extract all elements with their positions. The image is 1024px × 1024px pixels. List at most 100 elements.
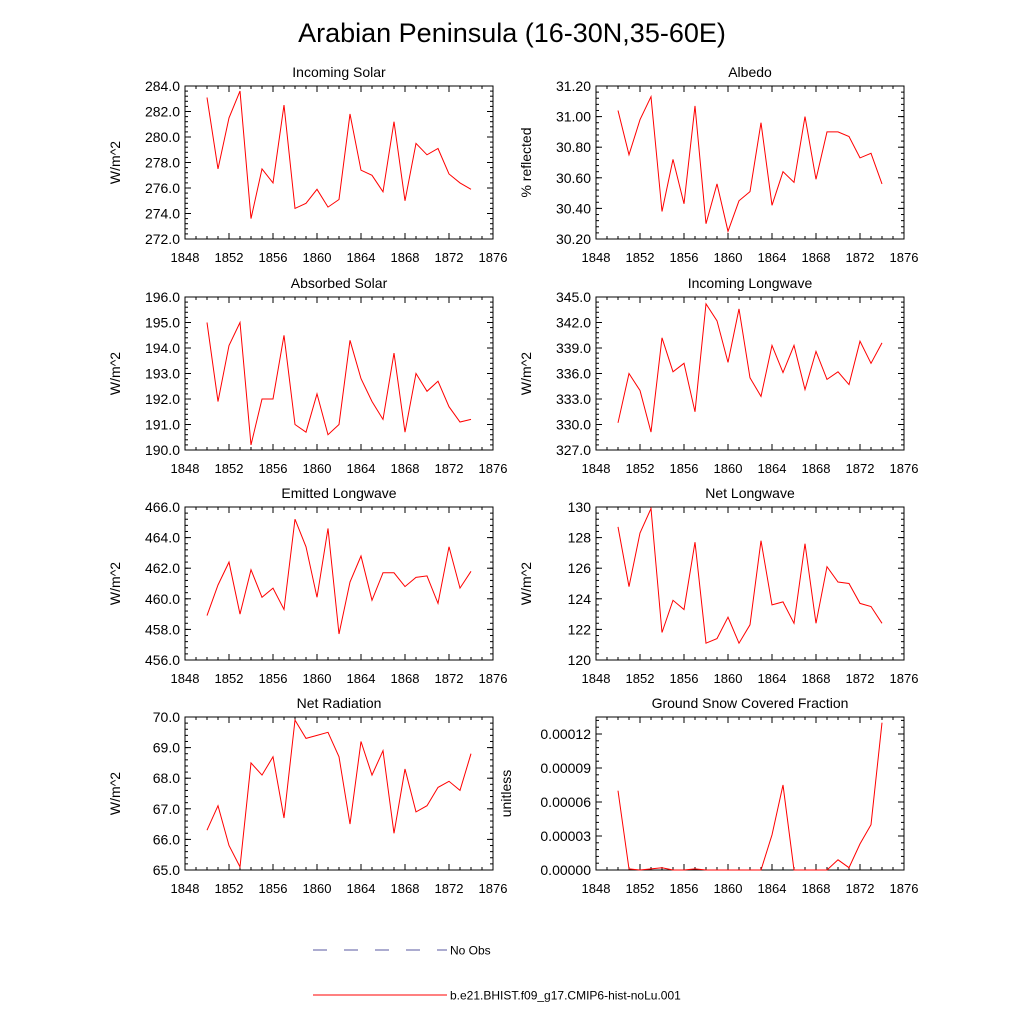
panel-net-radiation: Net Radiation 1848 1852 1856 1860 1864 1868 187… <box>107 695 507 896</box>
y-tick-label: 30.80 <box>556 139 591 155</box>
y-tick-label: 194.0 <box>145 340 180 356</box>
x-tick-label: 1872 <box>435 881 464 896</box>
plot-frame <box>595 296 905 451</box>
x-tick-label: 1848 <box>171 461 200 476</box>
x-tick-label: 1872 <box>846 881 875 896</box>
y-tick-label: 68.0 <box>153 770 180 786</box>
panel-title: Incoming Longwave <box>688 275 813 291</box>
x-tick-label: 1856 <box>670 250 699 265</box>
y-tick-label: 333.0 <box>556 391 591 407</box>
panel-title: Net Longwave <box>705 485 795 501</box>
x-tick-label: 1876 <box>890 671 919 686</box>
panel-ground-snow-covered-fraction: Ground Snow Covered Fraction 1848 1852 1856… <box>498 695 918 896</box>
x-tick-label: 1876 <box>479 881 508 896</box>
y-tick-label: 284.0 <box>145 78 180 94</box>
x-tick-label: 1868 <box>802 461 831 476</box>
panel-emitted-longwave: Emitted Longwave 1848 1852 1856 1860 1864 1868… <box>107 485 507 686</box>
y-tick-label: 345.0 <box>556 289 591 305</box>
plot-frame <box>595 85 905 240</box>
plot-frame <box>184 85 494 240</box>
x-tick-label: 1876 <box>479 250 508 265</box>
y-tick-label: 193.0 <box>145 366 180 382</box>
x-tick-label: 1852 <box>215 671 244 686</box>
figure-title: Arabian Peninsula (16-30N,35-60E) <box>298 18 726 48</box>
plot-frame <box>595 716 905 871</box>
y-tick-label: 65.0 <box>153 862 180 878</box>
plot-frame <box>184 716 494 871</box>
x-tick-label: 1868 <box>802 250 831 265</box>
y-tick-label: 124 <box>568 591 592 607</box>
y-tick-label: 274.0 <box>145 206 180 222</box>
y-axis-label: unitless <box>498 770 514 817</box>
y-tick-label: 196.0 <box>145 289 180 305</box>
x-tick-label: 1864 <box>758 250 787 265</box>
y-axis-label: W/m^2 <box>107 772 123 815</box>
y-tick-label: 120 <box>568 652 592 668</box>
panel-title: Incoming Solar <box>292 64 386 80</box>
y-tick-label: 122 <box>568 621 592 637</box>
x-tick-label: 1868 <box>391 250 420 265</box>
x-tick-label: 1864 <box>758 881 787 896</box>
y-tick-label: 70.0 <box>153 709 180 725</box>
x-tick-label: 1876 <box>890 250 919 265</box>
y-tick-label: 327.0 <box>556 442 591 458</box>
x-tick-label: 1848 <box>171 671 200 686</box>
y-tick-label: 342.0 <box>556 315 591 331</box>
x-tick-label: 1864 <box>758 671 787 686</box>
y-tick-label: 67.0 <box>153 801 180 817</box>
x-tick-label: 1848 <box>582 461 611 476</box>
panel-net-longwave: Net Longwave 1848 1852 1856 1860 1864 1868 1872… <box>518 485 918 686</box>
x-tick-label: 1848 <box>582 671 611 686</box>
plot-frame <box>595 506 905 661</box>
series-line <box>206 718 472 869</box>
plot-frame <box>184 506 494 661</box>
series-line <box>617 722 883 871</box>
x-tick-label: 1864 <box>758 461 787 476</box>
y-axis-label: W/m^2 <box>518 562 534 605</box>
y-tick-label: 130 <box>568 499 592 515</box>
x-tick-label: 1856 <box>259 671 288 686</box>
panel-title: Emitted Longwave <box>281 485 396 501</box>
x-tick-label: 1868 <box>802 671 831 686</box>
y-tick-label: 462.0 <box>145 560 180 576</box>
x-tick-label: 1872 <box>846 461 875 476</box>
panels: Incoming Solar 1848 1852 1856 1860 1864 1868 18… <box>107 64 918 896</box>
x-tick-label: 1852 <box>215 881 244 896</box>
x-tick-label: 1876 <box>890 461 919 476</box>
x-tick-label: 1864 <box>347 461 376 476</box>
panel-title: Albedo <box>728 64 772 80</box>
x-tick-label: 1852 <box>215 461 244 476</box>
y-tick-label: 0.00000 <box>540 862 591 878</box>
x-tick-label: 1856 <box>259 250 288 265</box>
x-tick-label: 1872 <box>435 461 464 476</box>
y-tick-label: 30.40 <box>556 200 591 216</box>
x-tick-label: 1856 <box>670 461 699 476</box>
x-tick-label: 1860 <box>714 881 743 896</box>
y-tick-label: 30.60 <box>556 170 591 186</box>
y-tick-label: 30.20 <box>556 231 591 247</box>
x-tick-label: 1848 <box>171 881 200 896</box>
y-tick-label: 69.0 <box>153 740 180 756</box>
plot-frame <box>184 296 494 451</box>
legend: No Obs b.e21.BHIST.f09_g17.CMIP6-hist-no… <box>313 944 681 1003</box>
series-line <box>206 519 472 635</box>
y-tick-label: 272.0 <box>145 231 180 247</box>
y-tick-label: 464.0 <box>145 530 180 546</box>
y-tick-label: 330.0 <box>556 417 591 433</box>
x-tick-label: 1864 <box>347 250 376 265</box>
y-tick-label: 0.00003 <box>540 828 591 844</box>
panel-incoming-longwave: Incoming Longwave 1848 1852 1856 1860 1864 186… <box>518 275 918 476</box>
y-tick-label: 195.0 <box>145 315 180 331</box>
x-tick-label: 1848 <box>582 250 611 265</box>
x-tick-label: 1852 <box>626 671 655 686</box>
panel-title: Ground Snow Covered Fraction <box>652 695 849 711</box>
x-tick-label: 1868 <box>391 881 420 896</box>
y-tick-label: 66.0 <box>153 831 180 847</box>
y-tick-label: 0.00006 <box>540 794 591 810</box>
x-tick-label: 1872 <box>846 250 875 265</box>
legend-label-no-obs: No Obs <box>450 944 491 958</box>
panel-incoming-solar: Incoming Solar 1848 1852 1856 1860 1864 1868 18… <box>107 64 507 265</box>
panel-absorbed-solar: Absorbed Solar 1848 1852 1856 1860 1864 1868 18… <box>107 275 507 476</box>
y-tick-label: 458.0 <box>145 621 180 637</box>
